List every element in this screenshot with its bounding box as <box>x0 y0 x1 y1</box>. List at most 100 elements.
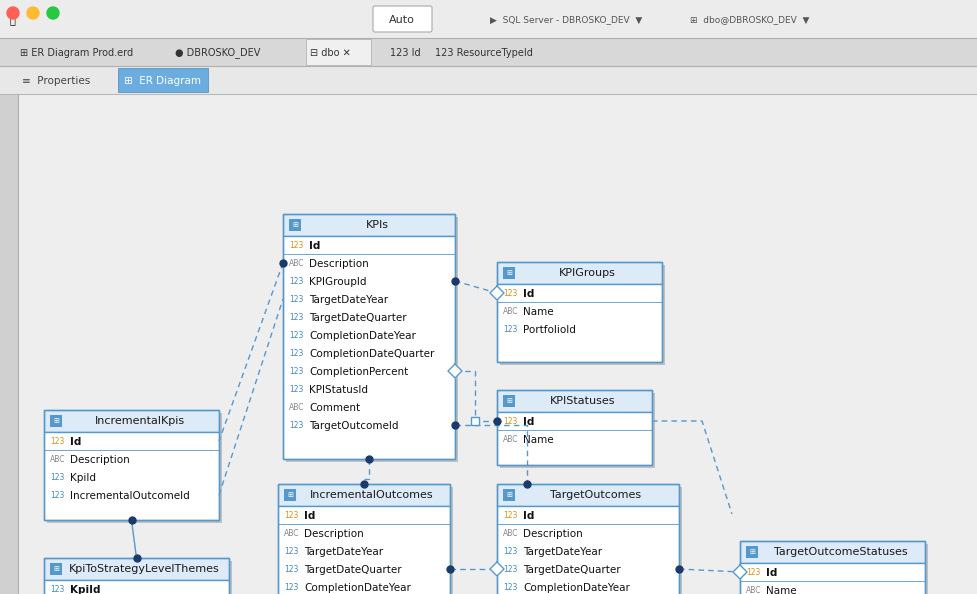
FancyBboxPatch shape <box>745 546 757 558</box>
FancyBboxPatch shape <box>306 39 370 65</box>
FancyBboxPatch shape <box>18 94 977 594</box>
Text: 123: 123 <box>502 565 517 574</box>
Text: 123: 123 <box>50 437 64 447</box>
Text: 123: 123 <box>283 548 298 557</box>
Text: ABC: ABC <box>502 529 518 538</box>
FancyBboxPatch shape <box>282 236 454 459</box>
Text: TargetDateQuarter: TargetDateQuarter <box>309 313 406 323</box>
Text: ⊞: ⊞ <box>505 270 511 276</box>
FancyBboxPatch shape <box>289 219 301 231</box>
FancyBboxPatch shape <box>496 284 661 362</box>
Text: TargetDateYear: TargetDateYear <box>309 295 388 305</box>
Text: ⊞: ⊞ <box>292 222 298 228</box>
Text: Auto: Auto <box>389 15 414 25</box>
FancyBboxPatch shape <box>496 262 661 284</box>
FancyBboxPatch shape <box>277 506 449 594</box>
Text: 123: 123 <box>502 583 517 592</box>
Text: TargetDateQuarter: TargetDateQuarter <box>523 565 620 575</box>
Text: TargetOutcomeId: TargetOutcomeId <box>309 421 398 431</box>
FancyBboxPatch shape <box>743 544 927 594</box>
FancyBboxPatch shape <box>44 580 229 594</box>
FancyBboxPatch shape <box>44 432 219 520</box>
Polygon shape <box>732 565 746 579</box>
FancyBboxPatch shape <box>280 487 452 594</box>
Text: Id: Id <box>70 437 81 447</box>
FancyBboxPatch shape <box>47 413 222 523</box>
Text: ABC: ABC <box>745 586 761 594</box>
Text: IncrementalOutcomes: IncrementalOutcomes <box>310 490 434 500</box>
Polygon shape <box>489 286 503 300</box>
FancyBboxPatch shape <box>496 390 652 412</box>
FancyBboxPatch shape <box>372 6 432 32</box>
Text: ⊞: ⊞ <box>505 398 511 404</box>
Text: IncrementalKpis: IncrementalKpis <box>95 416 185 426</box>
Text: 123: 123 <box>502 511 517 520</box>
Text: 123: 123 <box>289 295 303 304</box>
Text: Name: Name <box>765 586 796 594</box>
Text: Description: Description <box>304 529 363 539</box>
Text: Name: Name <box>523 435 553 445</box>
Text: Id: Id <box>309 241 320 251</box>
FancyBboxPatch shape <box>283 489 296 501</box>
Text: IncrementalOutcomeId: IncrementalOutcomeId <box>70 491 190 501</box>
Text: 123: 123 <box>502 548 517 557</box>
Text: TargetDateYear: TargetDateYear <box>304 547 383 557</box>
Text: ⊞  dbo@DBROSKO_DEV  ▼: ⊞ dbo@DBROSKO_DEV ▼ <box>690 15 809 24</box>
Text: TargetOutcomeStatuses: TargetOutcomeStatuses <box>773 547 907 557</box>
Circle shape <box>47 7 59 19</box>
Text: KPIs: KPIs <box>365 220 388 230</box>
FancyBboxPatch shape <box>499 393 655 468</box>
Text: TargetOutcomes: TargetOutcomes <box>550 490 641 500</box>
FancyBboxPatch shape <box>471 417 479 425</box>
Text: ABC: ABC <box>283 529 299 538</box>
Text: Id: Id <box>765 568 777 578</box>
Text: Comment: Comment <box>309 403 360 413</box>
FancyBboxPatch shape <box>502 267 515 279</box>
Text: 123: 123 <box>502 418 517 426</box>
Text: Description: Description <box>309 259 368 269</box>
Text: KpiId: KpiId <box>70 473 96 483</box>
Text: Id: Id <box>523 417 533 427</box>
Text: ⊞: ⊞ <box>53 418 59 424</box>
Text: 123 Id: 123 Id <box>390 48 420 58</box>
FancyBboxPatch shape <box>44 410 219 432</box>
Text: CompletionDateQuarter: CompletionDateQuarter <box>309 349 434 359</box>
Text: 123: 123 <box>289 386 303 394</box>
Text: 123: 123 <box>289 331 303 340</box>
FancyBboxPatch shape <box>118 68 208 92</box>
FancyBboxPatch shape <box>502 489 515 501</box>
FancyBboxPatch shape <box>47 561 232 594</box>
Text: TargetDateQuarter: TargetDateQuarter <box>304 565 402 575</box>
FancyBboxPatch shape <box>496 484 678 506</box>
Text: ABC: ABC <box>502 435 518 444</box>
Text: 123: 123 <box>745 568 759 577</box>
Text: Name: Name <box>523 307 553 317</box>
Text: KPIGroups: KPIGroups <box>559 268 616 278</box>
Text: 123: 123 <box>50 491 64 500</box>
Text: Id: Id <box>304 511 315 521</box>
Text: 123: 123 <box>289 349 303 358</box>
Text: 123: 123 <box>502 289 517 298</box>
Text: 123: 123 <box>289 314 303 323</box>
Circle shape <box>27 7 39 19</box>
FancyBboxPatch shape <box>0 66 977 94</box>
FancyBboxPatch shape <box>282 214 454 236</box>
Text: ABC: ABC <box>502 308 518 317</box>
Text: KPIStatuses: KPIStatuses <box>549 396 615 406</box>
Text: CompletionDateYear: CompletionDateYear <box>309 331 415 341</box>
Text: 123: 123 <box>50 473 64 482</box>
FancyBboxPatch shape <box>285 217 457 462</box>
Text: ● DBROSKO_DEV: ● DBROSKO_DEV <box>175 48 260 58</box>
Text: 123: 123 <box>50 586 64 594</box>
Text: Description: Description <box>70 455 130 465</box>
FancyBboxPatch shape <box>740 563 924 594</box>
Polygon shape <box>447 364 461 378</box>
Text: CompletionDateYear: CompletionDateYear <box>304 583 410 593</box>
Text: KPIGroupId: KPIGroupId <box>309 277 366 287</box>
Text: Description: Description <box>523 529 582 539</box>
Text: ABC: ABC <box>50 456 65 465</box>
Text: 123: 123 <box>502 326 517 334</box>
Text: 123: 123 <box>289 241 303 251</box>
Text: PortfolioId: PortfolioId <box>523 325 575 335</box>
Text: 123 ResourceTypeId: 123 ResourceTypeId <box>435 48 532 58</box>
